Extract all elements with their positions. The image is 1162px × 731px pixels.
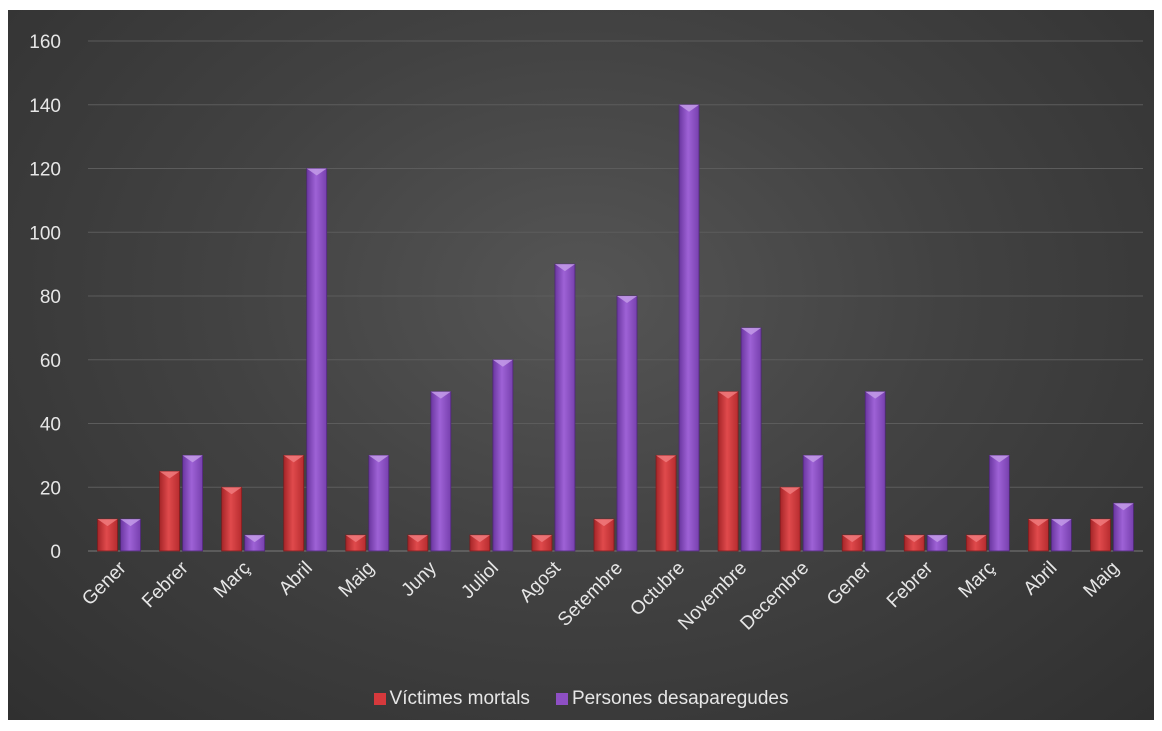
bar-victimes	[469, 534, 491, 552]
chart-area: 0 20 40 60 80 100 120 140 160 Gener Febrer Març Abr…	[8, 10, 1154, 720]
bar-persones	[802, 454, 824, 552]
bar-victimes	[655, 454, 677, 552]
bar-victimes	[221, 486, 243, 552]
bar-victimes	[779, 486, 801, 552]
bar-persones	[1113, 502, 1134, 552]
x-tick-label: Març	[210, 558, 255, 603]
bar-victimes	[283, 454, 305, 552]
bar-victimes	[903, 534, 925, 552]
x-tick-label: Agost	[516, 557, 566, 607]
y-tick-label: 140	[29, 96, 61, 117]
bar-persones	[678, 104, 700, 552]
bar-persones	[244, 534, 266, 552]
x-tick-label: Juny	[398, 557, 442, 601]
y-axis-ticks: 0 20 40 60 80 100 120 140 160	[29, 32, 61, 563]
bar-persones	[430, 391, 452, 552]
bar-victimes	[1028, 518, 1049, 552]
bar-persones	[926, 534, 948, 552]
y-tick-label: 80	[40, 287, 61, 308]
x-tick-label: Maig	[1080, 558, 1124, 602]
bars	[97, 104, 1134, 552]
bar-persones	[616, 295, 638, 552]
bar-victimes	[159, 470, 180, 552]
bar-victimes	[717, 391, 739, 552]
bar-persones	[120, 518, 141, 552]
legend-item-victimes: Víctimes mortals	[373, 688, 530, 710]
bar-persones	[554, 263, 576, 552]
y-tick-label: 40	[40, 415, 61, 436]
bar-victimes	[841, 534, 863, 552]
bar-persones	[1051, 518, 1072, 552]
bar-victimes	[345, 534, 367, 552]
y-tick-label: 120	[29, 160, 61, 181]
legend: Víctimes mortals Persones desaparegudes	[8, 686, 1154, 712]
bar-victimes	[97, 518, 118, 552]
bar-persones	[492, 359, 514, 552]
legend-label-victimes: Víctimes mortals	[389, 688, 530, 709]
legend-label-persones: Persones desaparegudes	[571, 688, 789, 709]
x-tick-label: Gener	[78, 557, 131, 610]
legend-swatch-victimes	[373, 693, 386, 705]
bar-persones	[988, 454, 1010, 552]
bar-victimes	[593, 518, 615, 552]
y-tick-label: 160	[29, 32, 61, 53]
x-tick-label: Abril	[275, 558, 317, 600]
x-tick-label: Març	[955, 558, 1000, 603]
y-tick-label: 100	[29, 223, 61, 244]
gridlines	[88, 40, 1143, 552]
x-tick-label: Maig	[335, 558, 379, 602]
y-tick-label: 20	[40, 478, 61, 499]
x-tick-label: Febrer	[138, 557, 193, 612]
bar-persones	[740, 327, 762, 552]
bar-persones	[864, 391, 886, 552]
bar-persones	[368, 454, 390, 552]
x-tick-label: Decembre	[736, 558, 813, 635]
x-tick-label: Juliol	[457, 558, 502, 603]
x-tick-label: Febrer	[883, 557, 938, 612]
x-tick-label: Gener	[823, 557, 876, 610]
bar-persones	[182, 454, 203, 552]
x-axis-ticks: Gener Febrer Març Abril Maig Juny Juliol AgostS…	[78, 557, 1123, 634]
x-tick-label: Octubre	[626, 558, 689, 621]
legend-item-persones: Persones desaparegudes	[555, 688, 789, 710]
bar-victimes	[531, 534, 553, 552]
bar-persones	[306, 168, 328, 552]
bar-victimes	[965, 534, 987, 552]
y-tick-label: 60	[40, 351, 61, 372]
bar-victimes	[407, 534, 429, 552]
legend-swatch-persones	[555, 693, 568, 705]
x-tick-label: Abril	[1020, 558, 1062, 600]
x-tick-label: Setembre	[554, 558, 627, 631]
y-tick-label: 0	[50, 542, 61, 563]
bar-victimes	[1090, 518, 1111, 552]
